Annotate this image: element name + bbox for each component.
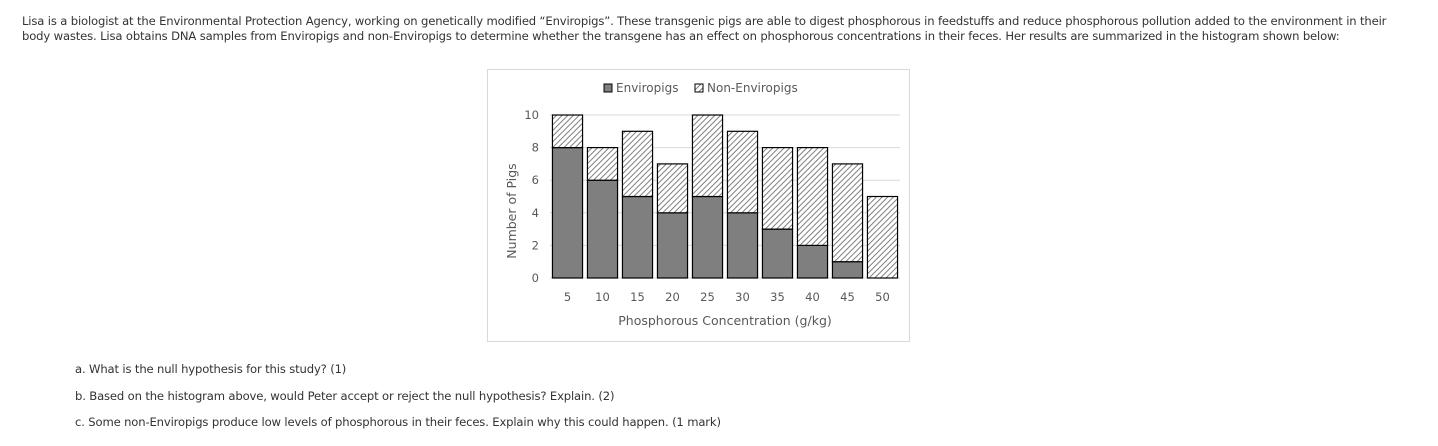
x-tick-label: 20: [665, 290, 680, 304]
bar-non-enviropigs: [586, 146, 619, 181]
bar-enviropigs: [656, 212, 689, 279]
legend-label-non-enviropigs: Non-Enviropigs: [707, 81, 798, 95]
question-b: b. Based on the histogram above, would P…: [75, 389, 615, 403]
question-a: a. What is the null hypothesis for this …: [75, 362, 347, 376]
bar-enviropigs: [551, 146, 584, 279]
bar-non-enviropigs: [866, 195, 899, 279]
y-tick-label: 0: [532, 271, 539, 285]
legend-swatch-enviropigs: [603, 83, 613, 93]
bar-non-enviropigs: [796, 146, 829, 247]
bar-enviropigs: [621, 195, 654, 279]
bar-enviropigs: [796, 244, 829, 279]
bar-non-enviropigs: [761, 146, 794, 230]
x-tick-label: 35: [770, 290, 785, 304]
legend: Enviropigs Non-Enviropigs: [603, 81, 798, 95]
y-tick-label: 2: [532, 238, 539, 252]
y-tick-label: 8: [532, 141, 539, 155]
legend-label-enviropigs: Enviropigs: [616, 81, 678, 95]
bar-non-enviropigs: [831, 163, 864, 263]
y-tick-label: 4: [532, 206, 539, 220]
bar-enviropigs: [726, 212, 759, 279]
x-tick-label: 25: [700, 290, 715, 304]
bar-enviropigs: [691, 195, 724, 279]
histogram-chart: 0 2 4 6 8 10 5 10 15 20 25 30 35 40 45 50 Enviropigs N…: [487, 69, 910, 342]
histogram-svg: 0 2 4 6 8 10 5 10 15 20 25 30 35 40 45 50 Enviropigs N…: [504, 81, 900, 328]
bar-non-enviropigs: [691, 114, 724, 198]
bar-enviropigs: [831, 261, 864, 279]
bar-enviropigs: [586, 179, 619, 279]
bar-enviropigs: [761, 228, 794, 279]
question-c: c. Some non-Enviropigs produce low level…: [75, 415, 721, 429]
intro-paragraph: Lisa is a biologist at the Environmental…: [22, 14, 1387, 44]
bar-non-enviropigs: [656, 163, 689, 214]
x-tick-label: 10: [595, 290, 610, 304]
x-tick-label: 30: [735, 290, 750, 304]
x-tick-label: 15: [630, 290, 645, 304]
y-tick-label: 10: [524, 108, 539, 122]
bar-non-enviropigs: [726, 130, 759, 214]
x-axis-label: Phosphorous Concentration (g/kg): [618, 313, 832, 328]
bar-non-enviropigs: [551, 114, 584, 149]
x-tick-label: 50: [875, 290, 890, 304]
x-tick-label: 45: [840, 290, 855, 304]
y-axis-label: Number of Pigs: [504, 163, 519, 258]
x-tick-label: 40: [805, 290, 820, 304]
legend-swatch-non-enviropigs: [694, 83, 704, 93]
bar-non-enviropigs: [621, 130, 654, 198]
x-tick-label: 5: [564, 290, 571, 304]
y-tick-label: 6: [532, 173, 539, 187]
